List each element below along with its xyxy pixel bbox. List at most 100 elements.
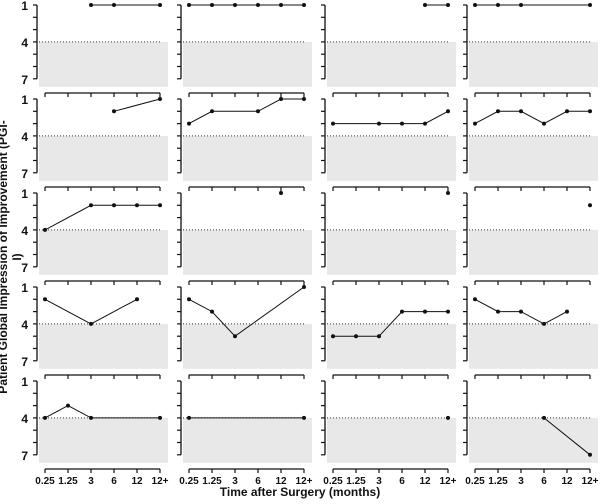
- x-tick-label: 3: [232, 476, 238, 487]
- y-tick-label: 1: [21, 281, 28, 295]
- data-point: [588, 452, 592, 457]
- x-tick-label: 3: [376, 476, 382, 487]
- data-point: [89, 415, 93, 420]
- data-point: [473, 121, 477, 126]
- data-point: [158, 97, 162, 101]
- shaded-region: [327, 135, 456, 181]
- data-point: [473, 297, 477, 302]
- y-tick-label: 1: [21, 0, 28, 13]
- shaded-region: [469, 41, 598, 87]
- data-point: [187, 415, 191, 420]
- series-line: [333, 110, 449, 125]
- x-tick-label: 3: [518, 476, 524, 487]
- x-tick-label: 12+: [440, 476, 457, 487]
- y-tick-label: 7: [21, 261, 28, 275]
- data-point: [588, 203, 592, 208]
- data-point: [519, 3, 523, 7]
- data-point: [519, 309, 523, 314]
- series-line: [113, 98, 161, 112]
- data-point: [377, 121, 381, 126]
- data-point: [446, 309, 450, 314]
- y-tick-label: 7: [21, 449, 28, 463]
- data-point: [43, 227, 47, 232]
- data-point: [446, 415, 450, 420]
- x-tick-label: 12+: [152, 476, 169, 487]
- data-point: [210, 309, 214, 314]
- x-tick-label: 1.25: [202, 476, 222, 487]
- data-point: [158, 203, 162, 208]
- data-point: [496, 309, 500, 314]
- x-tick-label: 6: [399, 476, 405, 487]
- data-point: [187, 297, 191, 302]
- data-point: [377, 334, 381, 339]
- data-point: [66, 403, 70, 408]
- shaded-region: [469, 135, 598, 181]
- shaded-region: [469, 229, 598, 275]
- data-point: [565, 109, 569, 114]
- data-point: [43, 415, 47, 420]
- data-point: [473, 3, 477, 7]
- data-point: [233, 3, 237, 7]
- shaded-region: [327, 323, 456, 369]
- y-tick-label: 1: [21, 375, 28, 389]
- shaded-region: [39, 229, 168, 275]
- x-tick-label: 1.25: [488, 476, 508, 487]
- data-point: [423, 121, 427, 126]
- x-tick-label: 1.25: [346, 476, 366, 487]
- x-tick-label: 6: [541, 476, 547, 487]
- x-tick-label: 0.25: [179, 476, 199, 487]
- data-point: [354, 334, 358, 339]
- series-line: [44, 204, 160, 231]
- shaded-region: [39, 417, 168, 463]
- data-point: [542, 121, 546, 126]
- data-point: [446, 109, 450, 114]
- y-tick-label: 7: [21, 355, 28, 369]
- y-tick-label: 1: [21, 187, 28, 201]
- series-line: [543, 417, 591, 456]
- x-tick-label: 6: [111, 476, 117, 487]
- data-point: [187, 3, 191, 7]
- y-tick-label: 4: [21, 36, 28, 50]
- data-point: [187, 121, 191, 126]
- x-tick-label: 6: [255, 476, 261, 487]
- data-point: [89, 203, 93, 208]
- shaded-region: [183, 417, 312, 463]
- x-tick-label: 12: [131, 476, 143, 487]
- data-point: [112, 109, 116, 114]
- series-line: [333, 311, 448, 337]
- data-point: [256, 109, 260, 114]
- y-tick-label: 4: [21, 224, 28, 238]
- shaded-region: [327, 41, 456, 87]
- data-point: [423, 3, 427, 7]
- x-tick-label: 0.25: [35, 476, 55, 487]
- x-tick-label: 0.25: [465, 476, 485, 487]
- data-point: [542, 321, 546, 326]
- data-point: [233, 334, 237, 339]
- x-axis-title: Time after Surgery (months): [219, 485, 381, 499]
- data-point: [565, 309, 569, 314]
- y-tick-label: 4: [21, 412, 28, 426]
- data-point: [331, 121, 335, 126]
- shaded-region: [183, 229, 312, 275]
- shaded-region: [183, 41, 312, 87]
- shaded-region: [469, 323, 598, 369]
- data-point: [400, 121, 404, 126]
- x-tick-label: 12+: [582, 476, 599, 487]
- data-point: [588, 109, 592, 114]
- data-point: [112, 203, 116, 208]
- x-tick-label: 12: [275, 476, 287, 487]
- series-line: [188, 286, 305, 337]
- x-tick-label: 12: [561, 476, 573, 487]
- x-tick-label: 12+: [296, 476, 313, 487]
- data-point: [542, 415, 546, 420]
- data-point: [256, 3, 260, 7]
- data-point: [519, 109, 523, 114]
- data-point: [279, 97, 283, 101]
- series-line: [474, 110, 590, 125]
- y-tick-label: 4: [21, 318, 28, 332]
- shaded-region: [39, 135, 168, 181]
- shaded-region: [327, 417, 456, 463]
- data-point: [158, 415, 162, 420]
- data-point: [112, 3, 116, 7]
